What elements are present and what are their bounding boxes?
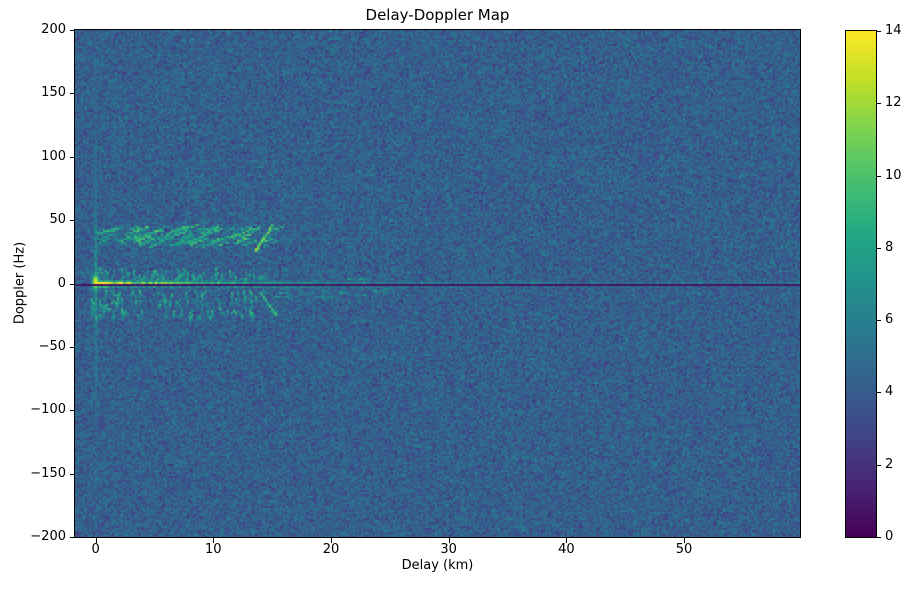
y-tick-mark [70, 410, 75, 411]
y-tick-label: −50 [38, 338, 66, 354]
x-tick-mark [684, 538, 685, 543]
y-tick-mark [70, 220, 75, 221]
y-tick-mark [70, 93, 75, 94]
x-axis-label: Delay (km) [401, 558, 474, 573]
x-tick-label: 30 [440, 542, 457, 557]
x-tick-label: 50 [675, 542, 693, 557]
colorbar-tick-label: 10 [885, 167, 902, 183]
y-tick-mark [70, 347, 75, 348]
colorbar-tick-mark [877, 176, 881, 177]
y-tick-label: 0 [57, 275, 66, 291]
colorbar-tick-label: 14 [885, 23, 902, 38]
y-tick-mark [70, 537, 75, 538]
x-tick-mark [449, 538, 450, 543]
colorbar [845, 30, 877, 538]
colorbar-tick-mark [877, 248, 881, 249]
x-tick-mark [213, 538, 214, 543]
x-tick-label: 40 [558, 542, 575, 557]
y-tick-mark [70, 157, 75, 158]
colorbar-tick-label: 0 [885, 529, 894, 544]
colorbar-tick-label: 6 [885, 312, 894, 328]
y-tick-label: 100 [41, 148, 66, 164]
colorbar-tick-mark [877, 320, 881, 321]
colorbar-tick-label: 12 [885, 95, 902, 111]
colorbar-tick-mark [877, 103, 881, 104]
y-tick-label: −200 [30, 529, 66, 544]
y-tick-mark [70, 30, 75, 31]
x-tick-mark [331, 538, 332, 543]
colorbar-tick-mark [877, 465, 881, 466]
colorbar-tick-label: 4 [885, 384, 894, 400]
colorbar-tick-label: 2 [885, 456, 894, 472]
y-tick-label: −150 [30, 465, 66, 481]
colorbar-tick-mark [877, 392, 881, 393]
x-tick-mark [566, 538, 567, 543]
y-tick-label: 200 [41, 22, 66, 37]
x-tick-label: 10 [205, 542, 222, 557]
heatmap-plot-area [75, 30, 800, 537]
y-tick-mark [70, 284, 75, 285]
x-tick-label: 20 [322, 542, 340, 557]
x-tick-label: 0 [91, 542, 100, 557]
chart-title: Delay-Doppler Map [365, 6, 510, 24]
y-tick-mark [70, 474, 75, 475]
colorbar-tick-label: 8 [885, 239, 894, 255]
colorbar-tick-mark [877, 31, 881, 32]
colorbar-tick-mark [877, 537, 881, 538]
x-tick-mark [96, 538, 97, 543]
y-tick-label: 150 [41, 85, 66, 101]
y-tick-label: 50 [49, 212, 66, 228]
y-tick-label: −100 [30, 402, 66, 418]
